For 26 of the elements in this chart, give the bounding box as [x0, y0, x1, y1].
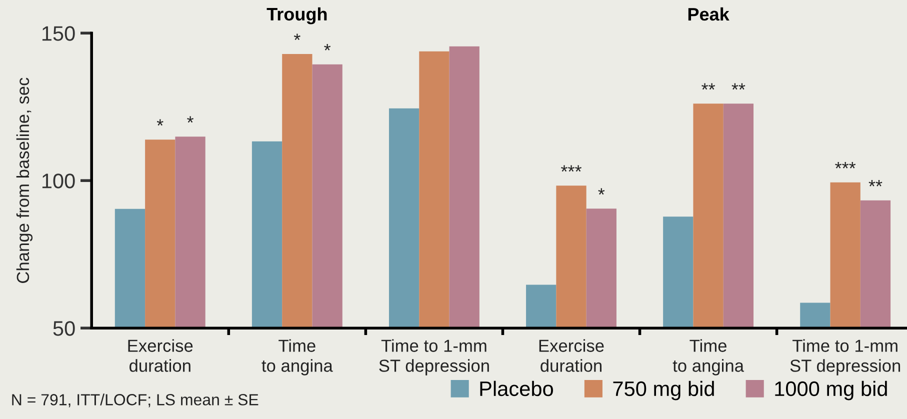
text: Trough: [266, 7, 327, 24]
data-label: **: [732, 83, 746, 90]
data-label: *: [187, 116, 194, 123]
x-tick-label: Exercise duration: [128, 339, 193, 372]
data-label: ***: [835, 162, 856, 168]
y-tick-label: 150: [42, 26, 75, 41]
text: N = 791, ITT/LOCF; LS mean ± SE: [12, 394, 258, 408]
data-label: *: [294, 34, 300, 40]
data-label: *: [156, 119, 164, 126]
y-tick-label: 100: [42, 174, 75, 188]
data-label: ***: [561, 165, 582, 172]
y-tick-label: 50: [53, 321, 75, 336]
text: Peak: [688, 7, 730, 21]
x-tick-label: Time to angina: [262, 339, 333, 376]
x-tick-label: Time to 1-mm ST depression: [790, 339, 900, 376]
data-label: **: [868, 180, 882, 186]
y-axis-title: Change from baseline, sec: [16, 78, 33, 283]
x-tick-label: Time to angina: [672, 339, 744, 376]
legend-label: Placebo: [480, 380, 553, 396]
legend-label: 1000 mg bid: [775, 380, 887, 400]
data-label: *: [324, 44, 331, 50]
x-tick-label: Exercise duration: [539, 339, 604, 372]
data-label: **: [702, 83, 716, 90]
data-label: *: [598, 188, 605, 195]
x-tick-label: Time to 1-mm ST depression: [379, 339, 489, 376]
legend-label: 750 mg bid: [613, 380, 714, 400]
